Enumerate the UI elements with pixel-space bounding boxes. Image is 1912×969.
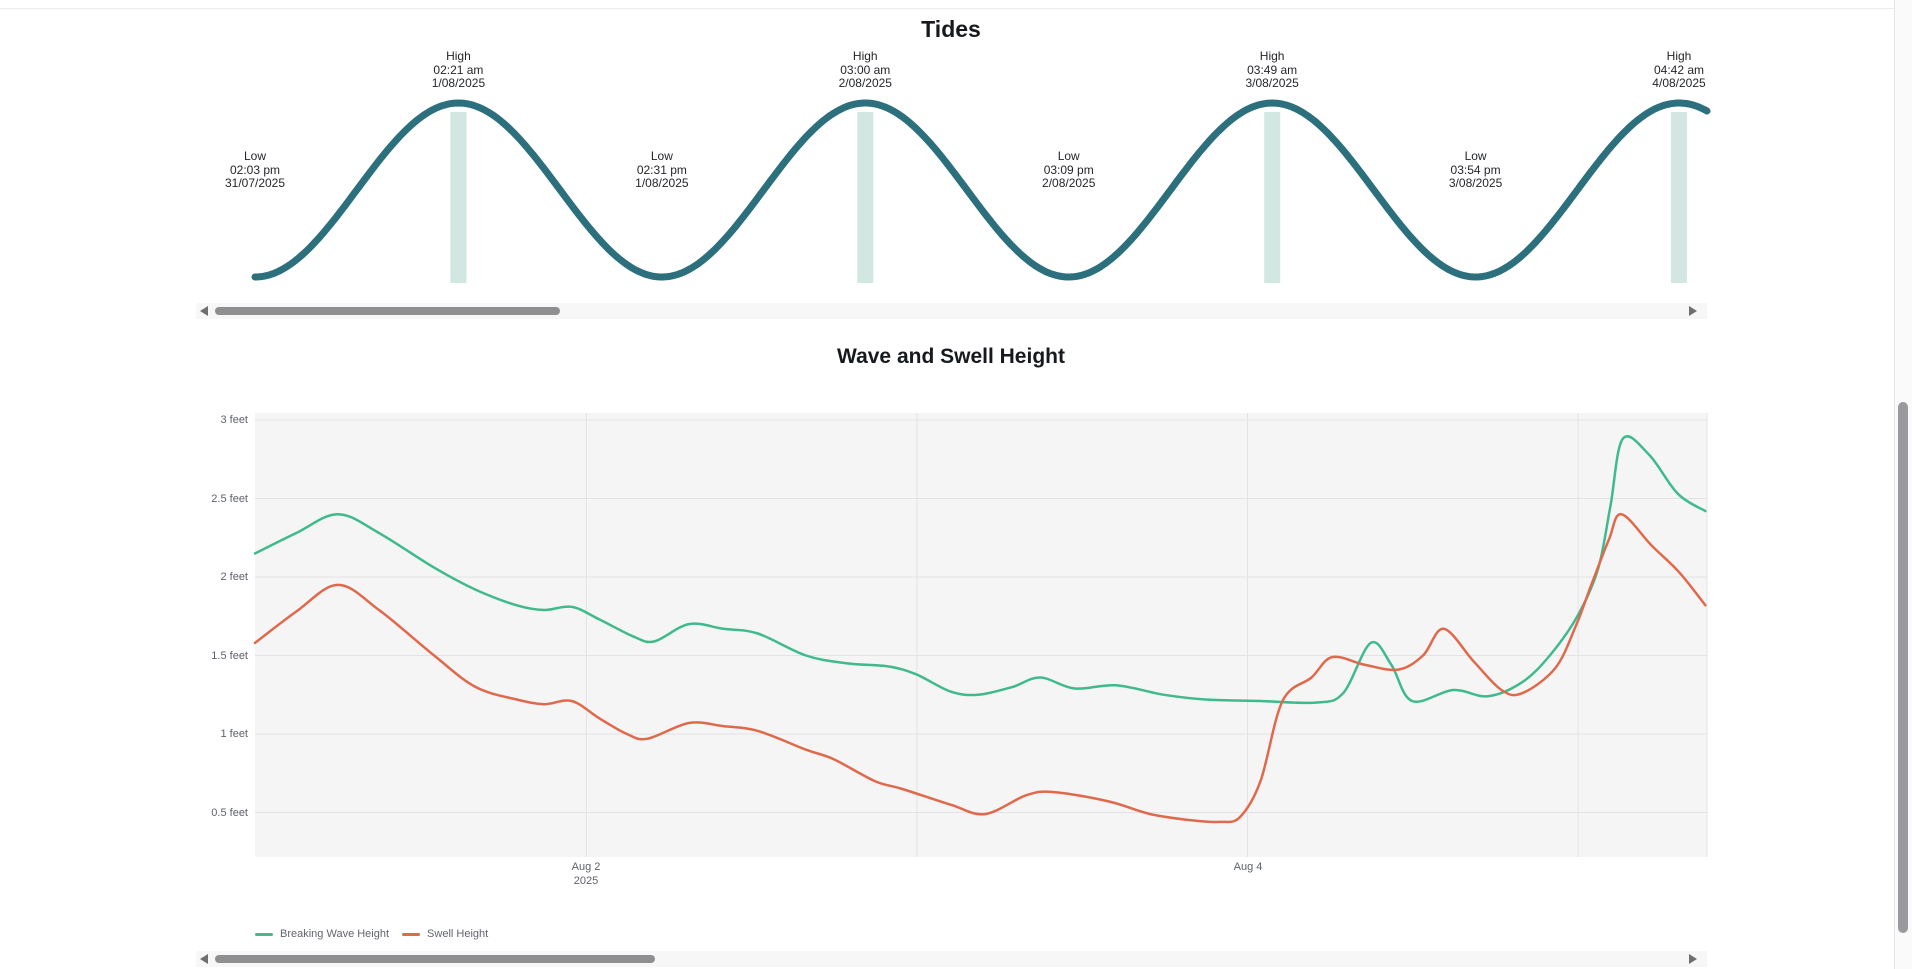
- tide-event-phase: High: [446, 49, 471, 63]
- tide-event-label: High 02:21 am 1/08/2025: [431, 49, 486, 91]
- y-axis-tick-label: 1.5 feet: [211, 649, 248, 662]
- tide-event-label: Low 03:54 pm 3/08/2025: [1448, 149, 1503, 191]
- tide-high-band: [857, 112, 874, 283]
- tide-event-date: 1/08/2025: [431, 76, 486, 90]
- tide-event-time: 03:09 pm: [1043, 162, 1094, 177]
- scroll-left-arrow-icon[interactable]: [200, 954, 208, 964]
- tide-event-label: Low 02:03 pm 31/07/2025: [224, 149, 286, 191]
- tide-curve-line: [251, 99, 1711, 281]
- tide-event-date: 3/08/2025: [1245, 76, 1299, 90]
- y-axis-tick-label: 3 feet: [220, 414, 248, 426]
- tide-event-date: 4/08/2025: [1652, 76, 1706, 90]
- tide-event-label: High 03:00 am 2/08/2025: [838, 49, 892, 91]
- tide-event-time: 02:03 pm: [229, 162, 281, 177]
- tides-scrollbar-thumb[interactable]: [215, 307, 560, 315]
- page-vertical-scrollbar[interactable]: [1894, 0, 1912, 969]
- legend-item-breaking-wave-height[interactable]: Breaking Wave Height: [255, 928, 389, 940]
- tide-event-time: 04:42 am: [1653, 62, 1705, 77]
- tide-event-phase: Low: [1057, 149, 1080, 163]
- tide-event-phase: Low: [243, 149, 266, 163]
- wave-scrollbar[interactable]: [196, 951, 1707, 967]
- legend-swatch-breaking-wave-height: [255, 932, 273, 936]
- scroll-right-arrow-icon[interactable]: [1689, 954, 1697, 964]
- tide-event-phase: High: [1259, 49, 1285, 63]
- tide-event-label: High 03:49 am 3/08/2025: [1245, 49, 1299, 91]
- wave-scrollbar-thumb[interactable]: [215, 955, 655, 963]
- page-top-divider: [0, 8, 1912, 9]
- tide-event-time: 02:21 am: [433, 62, 484, 77]
- y-axis-tick-label: 0.5 feet: [211, 806, 248, 819]
- tide-event-time: 02:31 pm: [636, 162, 687, 177]
- tide-event-phase: High: [1666, 49, 1692, 63]
- tide-event-label: Low 02:31 pm 1/08/2025: [635, 149, 689, 191]
- tide-event-phase: Low: [650, 149, 673, 163]
- tide-event-time: 03:49 am: [1247, 62, 1298, 77]
- tide-event-phase: High: [852, 49, 878, 63]
- legend-label: Swell Height: [427, 928, 489, 940]
- tide-event-time: 03:54 pm: [1450, 162, 1501, 177]
- x-axis-tick-label: Aug 4: [1233, 861, 1263, 873]
- legend-label: Breaking Wave Height: [280, 928, 390, 940]
- tide-event-date: 31/07/2025: [224, 176, 286, 190]
- tide-event-date: 3/08/2025: [1448, 176, 1503, 190]
- y-axis-tick-label: 2.5 feet: [211, 492, 248, 505]
- wave-chart-title: Wave and Swell Height: [837, 345, 1065, 368]
- x-axis-tick-label: Aug 2: [571, 861, 601, 873]
- scroll-left-arrow-icon[interactable]: [200, 306, 208, 316]
- x-axis-tick-sublabel: 2025: [573, 875, 599, 887]
- wave-chart-legend: Breaking Wave Height Swell Height: [255, 928, 488, 940]
- legend-swatch-swell-height: [402, 932, 421, 936]
- tide-event-date: 2/08/2025: [838, 76, 892, 90]
- tide-event-date: 1/08/2025: [635, 176, 689, 190]
- scroll-right-arrow-icon[interactable]: [1689, 306, 1697, 316]
- tides-scrollbar[interactable]: [196, 303, 1707, 319]
- tide-high-band: [450, 112, 467, 283]
- tides-chart-title: Tides: [921, 16, 981, 42]
- series-line-swell-height: [253, 512, 1707, 824]
- tide-event-phase: Low: [1464, 149, 1487, 163]
- y-axis-tick-label: 1 feet: [220, 728, 248, 740]
- tide-event-date: 2/08/2025: [1042, 176, 1096, 190]
- y-axis-tick-label: 2 feet: [220, 571, 248, 583]
- tide-event-time: 03:00 am: [840, 62, 891, 77]
- tide-high-band: [1264, 112, 1281, 283]
- tide-high-band: [1671, 112, 1687, 283]
- tide-event-label: Low 03:09 pm 2/08/2025: [1042, 149, 1096, 191]
- tide-event-label: High 04:42 am 4/08/2025: [1652, 49, 1706, 91]
- wave-plot-area: [255, 413, 1707, 857]
- page-vertical-scrollbar-thumb[interactable]: [1898, 402, 1908, 933]
- series-line-breaking-wave-height: [253, 435, 1707, 705]
- legend-item-swell-height[interactable]: Swell Height: [402, 928, 488, 940]
